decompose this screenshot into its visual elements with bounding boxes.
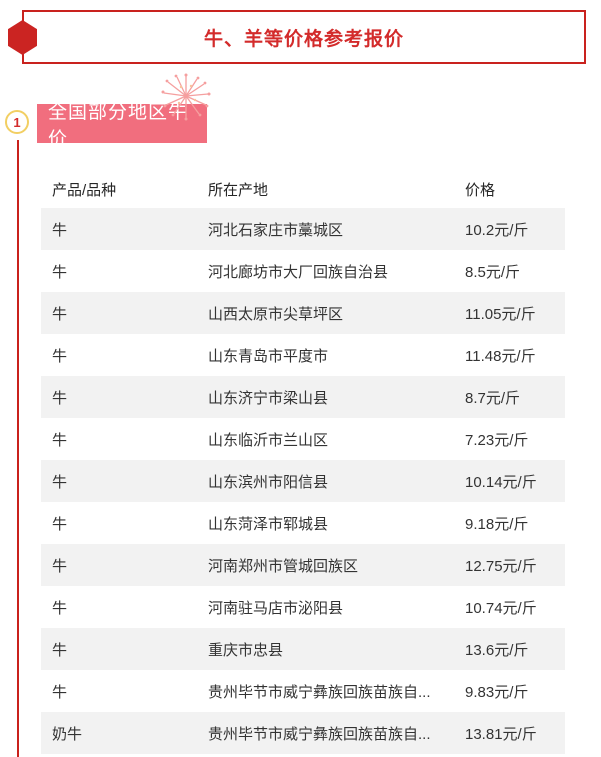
cell-price: 8.7元/斤	[465, 389, 521, 407]
table-row: 奶牛 贵州毕节市威宁彝族回族苗族自... 13.81元/斤	[41, 712, 565, 754]
cell-product: 牛	[52, 557, 68, 575]
table-row: 牛 山西太原市尖草坪区 11.05元/斤	[41, 292, 565, 334]
table-row: 牛 贵州毕节市威宁彝族回族苗族自... 9.83元/斤	[41, 670, 565, 712]
cell-origin: 河南郑州市管城回族区	[208, 557, 359, 575]
cell-origin: 河北廊坊市大厂回族自治县	[208, 263, 389, 281]
cell-price: 10.2元/斤	[465, 221, 529, 239]
column-header-product: 产品/品种	[52, 181, 117, 199]
table-row: 牛 山东临沂市兰山区 7.23元/斤	[41, 418, 565, 460]
table-row: 牛 河南郑州市管城回族区 12.75元/斤	[41, 544, 565, 586]
cell-product: 奶牛	[52, 725, 83, 743]
cell-product: 牛	[52, 347, 68, 365]
cell-price: 12.75元/斤	[465, 557, 537, 575]
cell-product: 牛	[52, 599, 68, 617]
cell-price: 13.6元/斤	[465, 641, 529, 659]
cell-origin: 重庆市忠县	[208, 641, 284, 659]
column-header-origin: 所在产地	[208, 181, 269, 199]
report-title: 牛、羊等价格参考报价	[203, 28, 404, 50]
cell-price: 11.05元/斤	[465, 305, 536, 323]
cell-price: 10.14元/斤	[465, 473, 537, 491]
cell-product: 牛	[52, 263, 68, 281]
table-body: 牛 河北石家庄市藁城区 10.2元/斤 牛 河北廊坊市大厂回族自治县 8.5元/…	[41, 208, 565, 754]
cell-product: 牛	[52, 683, 68, 701]
cell-product: 牛	[52, 515, 68, 533]
cell-price: 9.83元/斤	[465, 683, 529, 701]
cell-product: 牛	[52, 473, 68, 491]
table-row: 牛 山东青岛市平度市 11.48元/斤	[41, 334, 565, 376]
cell-origin: 河南驻马店市泌阳县	[208, 599, 344, 617]
vertical-divider	[17, 140, 19, 757]
cell-price: 9.18元/斤	[465, 515, 529, 533]
cell-price: 8.5元/斤	[465, 263, 521, 281]
table-row: 牛 河北廊坊市大厂回族自治县 8.5元/斤	[41, 250, 565, 292]
table-row: 牛 河北石家庄市藁城区 10.2元/斤	[41, 208, 565, 250]
cell-price: 7.23元/斤	[465, 431, 529, 449]
cell-price: 13.81元/斤	[465, 725, 537, 743]
cell-product: 牛	[52, 221, 68, 239]
table-row: 牛 山东滨州市阳信县 10.14元/斤	[41, 460, 565, 502]
cell-product: 牛	[52, 641, 68, 659]
table-row: 牛 重庆市忠县 13.6元/斤	[41, 628, 565, 670]
column-header-price: 价格	[465, 181, 496, 199]
cell-origin: 山西太原市尖草坪区	[208, 305, 344, 323]
cell-origin: 山东济宁市梁山县	[208, 389, 329, 407]
report-title-box: 牛、羊等价格参考报价	[22, 10, 586, 64]
cell-origin: 山东菏泽市郓城县	[208, 515, 329, 533]
section-title: 全国部分地区牛价	[48, 101, 189, 150]
cell-origin: 山东滨州市阳信县	[208, 473, 329, 491]
cattle-price-table: 产品/品种 所在产地 价格 牛 河北石家庄市藁城区 10.2元/斤 牛 河北廊坊…	[41, 170, 565, 754]
table-row: 牛 河南驻马店市泌阳县 10.74元/斤	[41, 586, 565, 628]
cell-price: 11.48元/斤	[465, 347, 536, 365]
section-number-badge: 1	[5, 110, 29, 134]
table-header-row: 产品/品种 所在产地 价格	[41, 170, 565, 208]
cell-origin: 贵州毕节市威宁彝族回族苗族自...	[208, 725, 431, 743]
table-row: 牛 山东菏泽市郓城县 9.18元/斤	[41, 502, 565, 544]
cell-price: 10.74元/斤	[465, 599, 537, 617]
cell-origin: 河北石家庄市藁城区	[208, 221, 344, 239]
cell-product: 牛	[52, 389, 68, 407]
cell-product: 牛	[52, 305, 68, 323]
cell-product: 牛	[52, 431, 68, 449]
cell-origin: 贵州毕节市威宁彝族回族苗族自...	[208, 683, 431, 701]
section-title-banner: 全国部分地区牛价	[37, 102, 207, 150]
table-row: 牛 山东济宁市梁山县 8.7元/斤	[41, 376, 565, 418]
cell-origin: 山东青岛市平度市	[208, 347, 329, 365]
cell-origin: 山东临沂市兰山区	[208, 431, 329, 449]
